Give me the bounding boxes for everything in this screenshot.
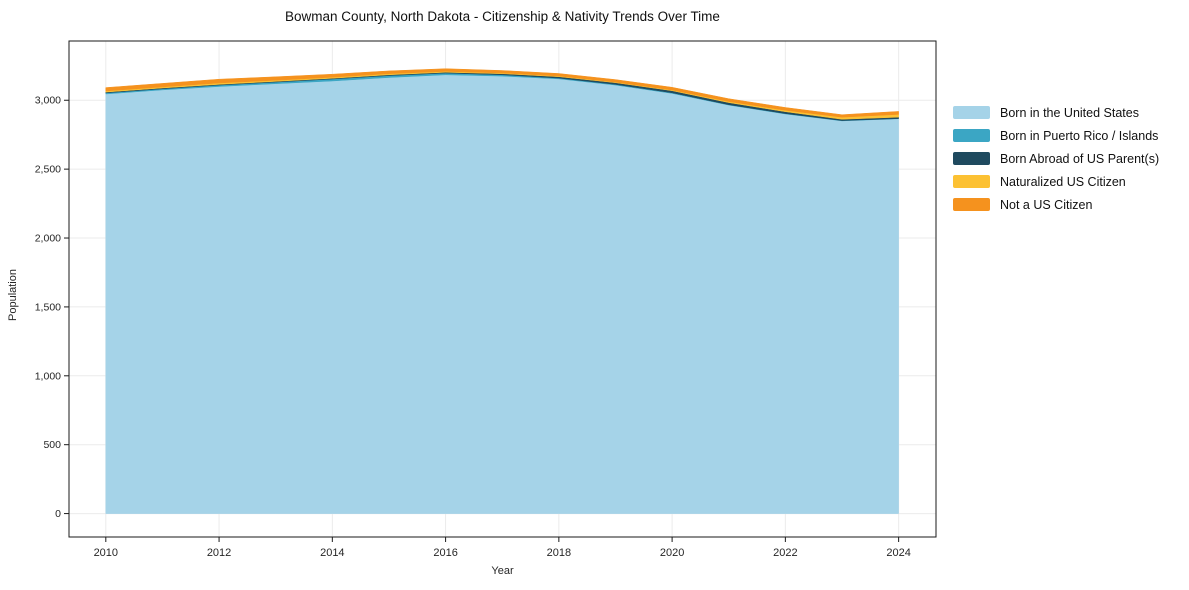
x-axis-tick-label: 2020: [660, 547, 684, 559]
x-axis-label: Year: [491, 565, 514, 577]
y-axis-tick-label: 1,000: [35, 370, 61, 382]
legend-item-born-in-the-united-states: Born in the United States: [953, 101, 1159, 124]
area-series-born-in-the-united-states: [105, 74, 899, 514]
y-axis-tick-label: 2,000: [35, 233, 61, 245]
axis-ticks: [64, 99, 900, 542]
chart-title: Bowman County, North Dakota - Citizenshi…: [285, 9, 720, 24]
x-axis-tick-label: 2024: [886, 547, 910, 559]
legend-swatch: [953, 106, 990, 119]
legend-item-born-in-puerto-rico-islands: Born in Puerto Rico / Islands: [953, 124, 1159, 147]
legend-swatch: [953, 175, 990, 188]
legend-swatch: [953, 129, 990, 142]
legend-label: Born in Puerto Rico / Islands: [1000, 128, 1159, 143]
legend-item-born-abroad-of-us-parent-s: Born Abroad of US Parent(s): [953, 147, 1159, 170]
y-axis-tick-label: 3,000: [35, 95, 61, 107]
plot-frame: [68, 40, 937, 538]
x-axis-tick-label: 2014: [320, 547, 344, 559]
x-axis-tick-label: 2016: [433, 547, 457, 559]
y-axis-tick-label: 1,500: [35, 301, 61, 313]
legend-label: Naturalized US Citizen: [1000, 174, 1126, 189]
legend-swatch: [953, 198, 990, 211]
legend-item-naturalized-us-citizen: Naturalized US Citizen: [953, 170, 1159, 193]
legend-label: Not a US Citizen: [1000, 197, 1093, 212]
legend-item-not-a-us-citizen: Not a US Citizen: [953, 193, 1159, 216]
legend-swatch: [953, 152, 990, 165]
legend-label: Born in the United States: [1000, 105, 1139, 120]
stacked-areas: [105, 68, 899, 514]
x-axis-tick-label: 2012: [207, 547, 231, 559]
y-axis-label: Population: [7, 269, 19, 321]
x-axis-tick-label: 2022: [773, 547, 797, 559]
y-axis-tick-label: 0: [55, 508, 61, 520]
x-axis-tick-label: 2010: [94, 547, 118, 559]
x-axis-tick-label: 2018: [547, 547, 571, 559]
area-series-not-a-us-citizen: [105, 68, 899, 118]
axis-tick-labels: 2010 2012 2014 2016 2018 2020 2022 2024 0 500 1,00…: [35, 95, 911, 559]
y-axis-tick-label: 2,500: [35, 164, 61, 176]
legend-label: Born Abroad of US Parent(s): [1000, 151, 1160, 166]
y-axis-tick-label: 500: [43, 439, 61, 451]
legend: Born in the United States Born in Puerto …: [953, 101, 1159, 216]
